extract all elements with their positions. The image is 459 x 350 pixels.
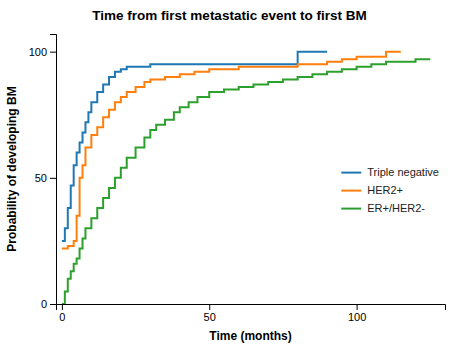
chart: 0 50 100 0 50 100 Triple negative HER2+ ER+/HER2… (0, 0, 459, 350)
x-axis-title: Time (months) (209, 329, 291, 343)
tick-label: 50 (35, 172, 47, 184)
tick: 100 (348, 304, 366, 323)
tick-label: 0 (59, 311, 65, 323)
legend: Triple negative HER2+ ER+/HER2- (341, 166, 439, 214)
series-line (62, 52, 401, 249)
tick-label: 100 (29, 46, 47, 58)
legend-item: Triple negative (341, 166, 439, 178)
tick: 0 (41, 298, 56, 310)
tick-mark (209, 304, 210, 310)
legend-swatch (341, 172, 361, 174)
axis-line (57, 305, 446, 311)
chart-container: 0 50 100 0 50 100 Triple negative HER2+ ER+/HER2… (0, 0, 459, 350)
tick: 50 (204, 304, 216, 323)
series-line (62, 59, 430, 304)
y-axis: 0 50 100 (29, 35, 57, 311)
tick-mark (357, 304, 358, 310)
tick-label: 50 (204, 311, 216, 323)
tick-mark (62, 304, 63, 310)
legend-item: ER+/HER2- (341, 202, 425, 214)
legend-item: HER2+ (341, 184, 403, 196)
tick: 50 (35, 172, 56, 184)
axis-line (50, 35, 57, 305)
legend-label: ER+/HER2- (367, 202, 425, 214)
tick-mark (50, 178, 56, 179)
legend-label: HER2+ (367, 184, 403, 196)
tick: 0 (59, 304, 65, 323)
x-axis: 0 50 100 (57, 304, 446, 323)
legend-swatch (341, 208, 361, 210)
legend-label: Triple negative (367, 166, 439, 178)
tick-label: 0 (41, 298, 47, 310)
tick-mark (50, 304, 56, 305)
legend-swatch (341, 190, 361, 192)
title: Time from first metastatic event to firs… (92, 8, 366, 23)
tick: 100 (29, 46, 56, 58)
tick-label: 100 (348, 311, 366, 323)
tick-mark (50, 52, 56, 53)
y-axis-title: Probability of developing BM (5, 86, 19, 251)
